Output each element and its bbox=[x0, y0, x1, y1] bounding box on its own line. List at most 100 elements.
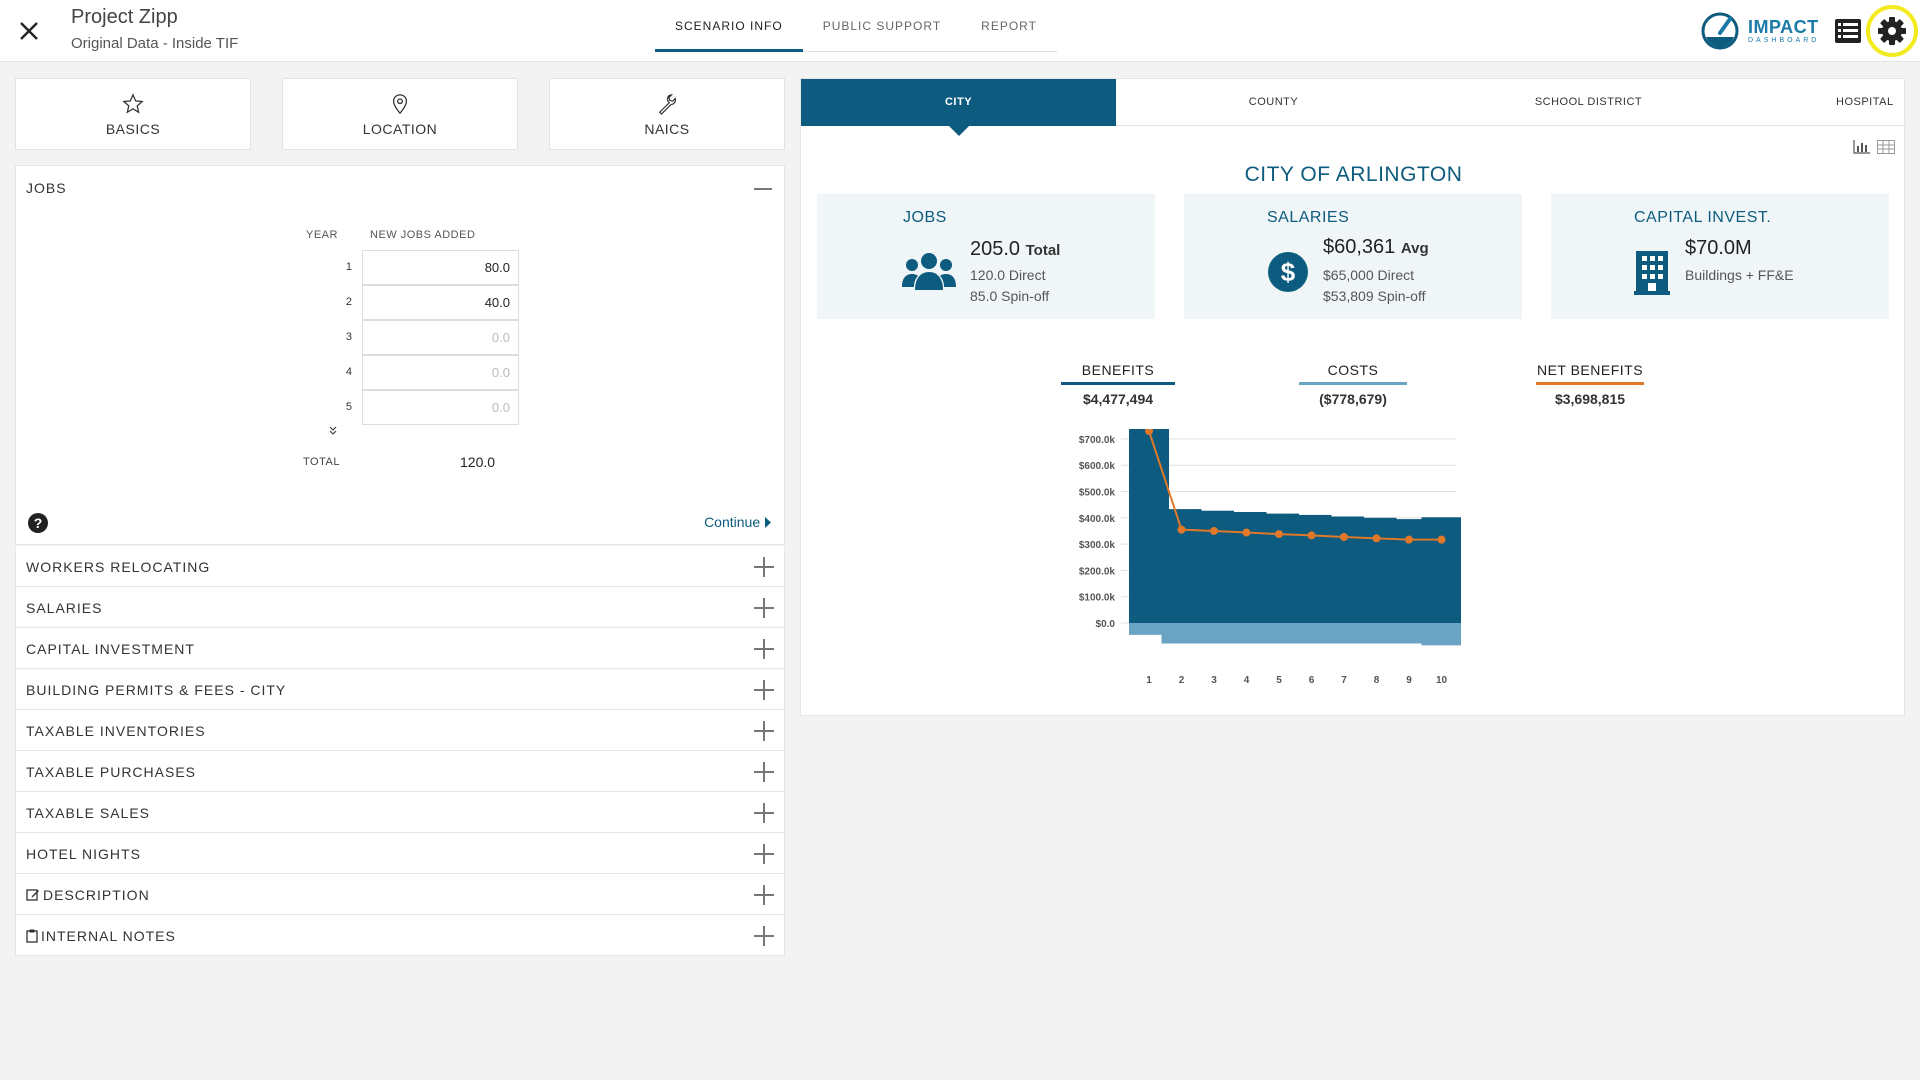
section-label: SALARIES bbox=[26, 600, 103, 616]
job-year: 5 bbox=[345, 401, 352, 413]
job-row: 4 bbox=[296, 355, 519, 390]
brand-sub: DASHBOARD bbox=[1748, 37, 1820, 44]
section-label: BUILDING PERMITS & FEES - CITY bbox=[26, 682, 287, 698]
cost-bar bbox=[1389, 623, 1429, 644]
project-title: Project Zipp bbox=[71, 6, 178, 28]
benefits-value: $4,477,494 bbox=[1082, 391, 1154, 407]
stat-title: CAPITAL INVEST. bbox=[1634, 209, 1772, 226]
section-taxable-inventories[interactable]: TAXABLE INVENTORIES bbox=[15, 710, 785, 751]
section-hotel-nights[interactable]: HOTEL NIGHTS bbox=[15, 833, 785, 874]
cost-bar bbox=[1129, 623, 1169, 635]
cost-bar bbox=[1161, 623, 1202, 644]
cost-bar bbox=[1291, 623, 1332, 644]
section-cards: BASICS LOCATION NAICS bbox=[15, 78, 785, 150]
y-tick-label: $700.0k bbox=[1079, 435, 1116, 446]
salary-direct: $65,000 Direct bbox=[1323, 267, 1415, 283]
naics-label: NAICS bbox=[644, 121, 690, 137]
tab-school-district[interactable]: SCHOOL DISTRICT bbox=[1534, 96, 1643, 108]
job-input-year-5[interactable] bbox=[362, 390, 519, 425]
tab-report[interactable]: REPORT bbox=[981, 19, 1037, 33]
jurisdiction-title: CITY OF ARLINGTON bbox=[1244, 163, 1463, 186]
edit-icon bbox=[26, 889, 39, 901]
close-button[interactable] bbox=[14, 16, 44, 46]
help-icon[interactable]: ? bbox=[28, 513, 48, 533]
section-internal-notes[interactable]: INTERNAL NOTES bbox=[15, 915, 785, 956]
gauge-logo-icon bbox=[1701, 12, 1739, 50]
x-tick-label: 10 bbox=[1436, 675, 1448, 686]
costs-label: COSTS bbox=[1299, 362, 1407, 385]
show-more-years-button[interactable] bbox=[328, 426, 338, 439]
caret-right-icon bbox=[765, 517, 771, 528]
net-benefit-point bbox=[1177, 525, 1186, 534]
section-label: TAXABLE SALES bbox=[26, 805, 151, 821]
plus-icon bbox=[754, 598, 774, 618]
salaries-stat-card: SALARIES $ $60,361 Avg $65,000 Direct $5… bbox=[1184, 194, 1522, 319]
net-benefit-line bbox=[1148, 430, 1442, 541]
location-label: LOCATION bbox=[362, 121, 438, 137]
job-year: 1 bbox=[345, 261, 352, 273]
col-header-new-jobs: NEW JOBS ADDED bbox=[370, 229, 476, 241]
section-taxable-sales[interactable]: TAXABLE SALES bbox=[15, 792, 785, 833]
plus-icon bbox=[754, 557, 774, 577]
section-label: WORKERS RELOCATING bbox=[26, 559, 211, 575]
job-input-year-4[interactable] bbox=[362, 355, 519, 390]
stat-jobs-main: 205.0 Total bbox=[970, 238, 1060, 261]
capital-desc: Buildings + FF&E bbox=[1685, 267, 1794, 283]
stat-title: SALARIES bbox=[1267, 209, 1350, 226]
cost-bar bbox=[1324, 623, 1364, 644]
jobs-total-value: 205.0 bbox=[970, 238, 1021, 260]
plus-icon bbox=[754, 639, 774, 659]
salary-avg-value: $60,361 bbox=[1323, 236, 1396, 258]
benefits-label: BENEFITS bbox=[1061, 362, 1175, 385]
jobs-collapse-button[interactable] bbox=[754, 188, 772, 190]
job-input-year-2[interactable] bbox=[362, 285, 519, 320]
basics-card[interactable]: BASICS bbox=[15, 78, 251, 150]
tab-scenario-info[interactable]: SCENARIO INFO bbox=[655, 0, 803, 52]
gear-icon bbox=[1878, 17, 1906, 45]
costs-value: ($778,679) bbox=[1319, 391, 1387, 407]
tab-public-support[interactable]: PUBLIC SUPPORT bbox=[822, 19, 942, 33]
bar-chart-view-icon[interactable] bbox=[1853, 140, 1871, 154]
tab-city[interactable]: CITY bbox=[801, 79, 1116, 136]
y-tick-label: $600.0k bbox=[1079, 461, 1116, 472]
continue-link[interactable]: Continue bbox=[704, 514, 772, 530]
section-building-permits[interactable]: BUILDING PERMITS & FEES - CITY bbox=[15, 669, 785, 710]
job-input-year-1[interactable] bbox=[362, 250, 519, 285]
project-subtitle: Original Data - Inside TIF bbox=[71, 35, 239, 52]
section-description[interactable]: DESCRIPTION bbox=[15, 874, 785, 915]
table-view-icon[interactable] bbox=[1877, 140, 1895, 154]
y-tick-label: $400.0k bbox=[1079, 514, 1116, 525]
users-icon bbox=[902, 253, 956, 290]
job-input-year-3[interactable] bbox=[362, 320, 519, 355]
location-card[interactable]: LOCATION bbox=[282, 78, 518, 150]
section-capital-investment[interactable]: CAPITAL INVESTMENT bbox=[15, 628, 785, 669]
plus-icon bbox=[754, 680, 774, 700]
costs-summary: COSTS ($778,679) bbox=[1299, 362, 1407, 407]
double-chevron-down-icon bbox=[329, 426, 337, 435]
cost-bar bbox=[1421, 623, 1461, 646]
basics-label: BASICS bbox=[105, 121, 161, 137]
section-workers-relocating[interactable]: WORKERS RELOCATING bbox=[15, 546, 785, 587]
benefits-costs-chart: $700.0k $600.0k $500.0k $400.0k $300.0k $200.… bbox=[1079, 429, 1461, 686]
section-taxable-purchases[interactable]: TAXABLE PURCHASES bbox=[15, 751, 785, 792]
section-salaries[interactable]: SALARIES bbox=[15, 587, 785, 628]
list-view-button[interactable] bbox=[1834, 17, 1862, 45]
tab-county[interactable]: COUNTY bbox=[1248, 96, 1299, 108]
tab-hospital[interactable]: HOSPITAL bbox=[1836, 96, 1894, 108]
net-benefit-point bbox=[1145, 429, 1153, 436]
jobs-stat-card: JOBS 205.0 Total 120.0 Direct 85.0 Spin-… bbox=[817, 194, 1155, 319]
x-tick-label: 2 bbox=[1179, 675, 1185, 686]
y-tick-label: $100.0k bbox=[1079, 593, 1116, 604]
clipboard-icon bbox=[26, 929, 38, 943]
input-sections-accordion: WORKERS RELOCATING SALARIES CAPITAL INVE… bbox=[15, 546, 785, 956]
naics-card[interactable]: NAICS bbox=[549, 78, 785, 150]
cost-bar bbox=[1226, 623, 1267, 644]
section-label: TAXABLE PURCHASES bbox=[26, 764, 197, 780]
settings-button[interactable] bbox=[1866, 5, 1918, 57]
plus-icon bbox=[754, 721, 774, 741]
impact-dashboard-logo: IMPACT DASHBOARD bbox=[1700, 11, 1820, 51]
dollar-circle-icon: $ bbox=[1268, 252, 1308, 292]
results-panel: CITY COUNTY SCHOOL DISTRICT HOSPITAL CIT… bbox=[800, 78, 1906, 716]
jobs-total-unit: Total bbox=[1025, 242, 1061, 259]
jobs-title: JOBS bbox=[26, 180, 67, 196]
